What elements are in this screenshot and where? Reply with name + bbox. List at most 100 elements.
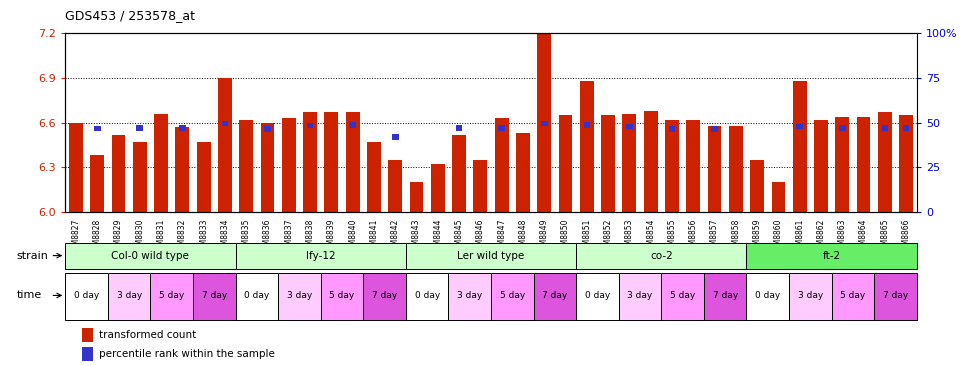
Bar [708, 126, 722, 212]
Bar [406, 273, 448, 320]
Bar [363, 273, 406, 320]
Bar [65, 243, 235, 269]
Text: 5 day: 5 day [500, 291, 525, 300]
Bar [218, 78, 232, 212]
Bar [406, 243, 576, 269]
Bar [856, 117, 871, 212]
Bar [108, 273, 151, 320]
Bar [494, 118, 509, 212]
Bar [875, 273, 917, 320]
Bar [835, 117, 850, 212]
Bar [392, 134, 398, 140]
Bar [538, 33, 551, 212]
Bar [584, 122, 590, 128]
Bar [747, 243, 917, 269]
Bar [264, 127, 271, 132]
Text: 7 day: 7 day [883, 291, 908, 300]
Bar [814, 120, 828, 212]
Bar [686, 120, 700, 212]
Text: 5 day: 5 day [159, 291, 184, 300]
Bar [151, 273, 193, 320]
Bar [94, 126, 101, 131]
Text: 3 day: 3 day [116, 291, 142, 300]
Bar [704, 273, 747, 320]
Bar [626, 123, 633, 129]
Text: 7 day: 7 day [202, 291, 227, 300]
Bar [193, 273, 235, 320]
Bar [69, 123, 83, 212]
Text: 3 day: 3 day [628, 291, 653, 300]
Bar [473, 160, 488, 212]
Text: 0 day: 0 day [244, 291, 270, 300]
Bar [729, 126, 743, 212]
Bar [222, 120, 228, 126]
Bar [180, 125, 185, 131]
Bar [619, 273, 661, 320]
Bar [622, 114, 636, 212]
Bar [90, 156, 104, 212]
Bar [452, 135, 466, 212]
Bar [83, 347, 92, 361]
Text: transformed count: transformed count [99, 330, 197, 340]
Bar [789, 273, 831, 320]
Bar [881, 125, 888, 131]
Text: 5 day: 5 day [670, 291, 695, 300]
Bar [831, 273, 875, 320]
Bar [132, 142, 147, 212]
Bar [669, 127, 675, 132]
Bar [282, 118, 296, 212]
Bar [324, 112, 338, 212]
Bar [448, 273, 492, 320]
Bar [878, 112, 892, 212]
Bar [902, 125, 909, 131]
Text: ft-2: ft-2 [823, 251, 841, 261]
Bar [431, 164, 444, 212]
Text: 5 day: 5 day [329, 291, 354, 300]
Bar [644, 111, 658, 212]
Bar [303, 112, 317, 212]
Text: percentile rank within the sample: percentile rank within the sample [99, 348, 276, 359]
Text: 7 day: 7 day [542, 291, 567, 300]
Text: 5 day: 5 day [840, 291, 866, 300]
Bar [797, 123, 803, 129]
Bar [492, 273, 534, 320]
Text: lfy-12: lfy-12 [306, 251, 336, 261]
Bar [534, 273, 576, 320]
Bar [839, 125, 846, 131]
Bar [580, 81, 593, 212]
Bar [155, 114, 168, 212]
Bar [601, 115, 615, 212]
Text: 3 day: 3 day [287, 291, 312, 300]
Bar [410, 182, 423, 212]
Bar [321, 273, 363, 320]
Text: 3 day: 3 day [798, 291, 823, 300]
Text: GDS453 / 253578_at: GDS453 / 253578_at [65, 9, 195, 22]
Text: 0 day: 0 day [585, 291, 611, 300]
Bar [793, 81, 806, 212]
Bar [711, 127, 718, 132]
Bar [197, 142, 210, 212]
Bar [65, 273, 108, 320]
Text: 7 day: 7 day [372, 291, 397, 300]
Text: co-2: co-2 [650, 251, 673, 261]
Bar [456, 125, 463, 131]
Bar [83, 328, 92, 342]
Bar [665, 120, 679, 212]
Bar [900, 115, 913, 212]
Bar [260, 123, 275, 212]
Bar [239, 120, 253, 212]
Text: strain: strain [16, 251, 48, 261]
Bar [540, 120, 547, 126]
Bar [516, 133, 530, 212]
Bar [367, 142, 381, 212]
Bar [772, 182, 785, 212]
Text: 0 day: 0 day [756, 291, 780, 300]
Bar [498, 125, 505, 131]
Bar [576, 243, 747, 269]
Bar [750, 160, 764, 212]
Text: Ler wild type: Ler wild type [457, 251, 525, 261]
Bar [176, 127, 189, 212]
Bar [346, 112, 360, 212]
Bar [235, 243, 406, 269]
Bar [559, 115, 572, 212]
